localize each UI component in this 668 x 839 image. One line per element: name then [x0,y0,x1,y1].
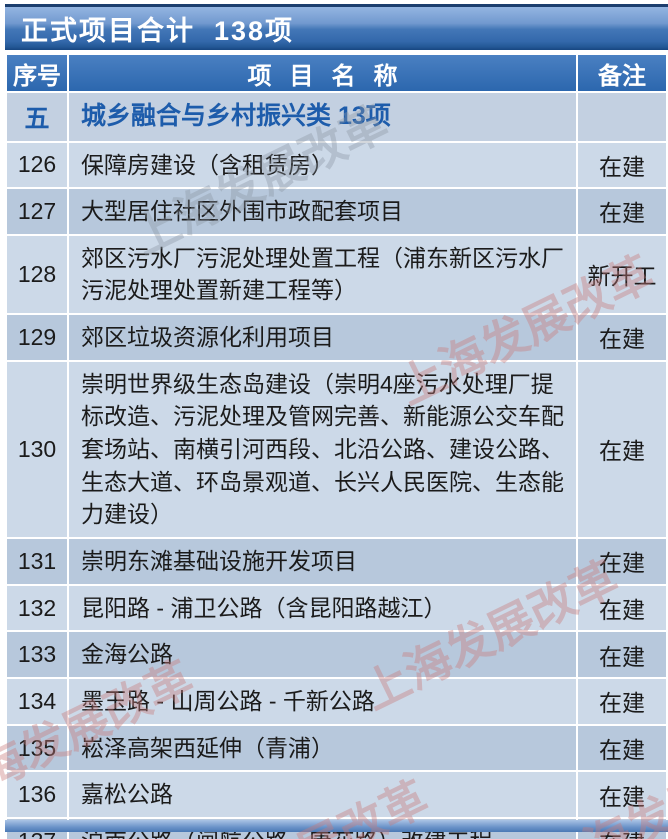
row-no: 136 [5,770,69,819]
remark: 新开工 [576,233,668,316]
table-row: 136 嘉松公路 在建 [5,770,668,819]
table-row: 134 墨玉路 - 山周公路 - 千新公路 在建 [5,677,668,726]
project-name: 嘉松公路 [67,770,578,819]
project-name: 郊区污水厂污泥处理处置工程（浦东新区污水厂污泥处理处置新建工程等） [67,233,578,316]
next-section-bar [5,820,668,832]
remark: 在建 [576,677,668,726]
remark: 在建 [576,723,668,773]
remark: 在建 [576,630,668,680]
section-title: 城乡融合与乡村振兴类 13项 [67,91,578,143]
section-no: 五 [5,91,69,143]
project-name: 金海公路 [67,630,578,680]
remark: 在建 [576,359,668,540]
project-name: 昆阳路 - 浦卫公路（含昆阳路越江） [67,583,578,633]
project-name: 墨玉路 - 山周公路 - 千新公路 [67,677,578,726]
table-row: 133 金海公路 在建 [5,630,668,680]
table-row: 132 昆阳路 - 浦卫公路（含昆阳路越江） 在建 [5,583,668,633]
table-row: 127 大型居住社区外围市政配套项目 在建 [5,187,668,236]
table-row: 135 崧泽高架西延伸（青浦） 在建 [5,723,668,773]
remark: 在建 [576,140,668,190]
row-no: 134 [5,677,69,726]
row-no: 135 [5,723,69,773]
row-no: 131 [5,537,69,586]
col-header-remark: 备注 [576,53,668,93]
project-name: 崇明世界级生态岛建设（崇明4座污水处理厂提标改造、污泥处理及管网完善、新能源公交… [67,359,578,540]
row-no: 127 [5,187,69,236]
header-row: 序号 项目名称 备注 [5,53,668,93]
remark: 在建 [576,583,668,633]
row-no: 129 [5,313,69,362]
table-title: 正式项目合计 138项 [5,4,668,50]
table-row: 128 郊区污水厂污泥处理处置工程（浦东新区污水厂污泥处理处置新建工程等） 新开… [5,233,668,316]
remark: 在建 [576,313,668,362]
projects-table: 序号 项目名称 备注 五 城乡融合与乡村振兴类 13项 126 保障房建设（含租… [5,53,668,839]
table-row: 130 崇明世界级生态岛建设（崇明4座污水处理厂提标改造、污泥处理及管网完善、新… [5,359,668,540]
section-row: 五 城乡融合与乡村振兴类 13项 [5,91,668,143]
remark: 在建 [576,770,668,819]
table-row: 126 保障房建设（含租赁房） 在建 [5,140,668,190]
section-remark [576,91,668,143]
remark: 在建 [576,187,668,236]
project-name: 郊区垃圾资源化利用项目 [67,313,578,362]
row-no: 126 [5,140,69,190]
row-no: 133 [5,630,69,680]
row-no: 132 [5,583,69,633]
row-no: 130 [5,359,69,540]
remark: 在建 [576,537,668,586]
row-no: 128 [5,233,69,316]
col-header-no: 序号 [5,53,69,93]
project-name: 崇明东滩基础设施开发项目 [67,537,578,586]
table-row: 131 崇明东滩基础设施开发项目 在建 [5,537,668,586]
project-name: 保障房建设（含租赁房） [67,140,578,190]
project-name: 大型居住社区外围市政配套项目 [67,187,578,236]
col-header-name: 项目名称 [67,53,578,93]
table-row: 129 郊区垃圾资源化利用项目 在建 [5,313,668,362]
project-name: 崧泽高架西延伸（青浦） [67,723,578,773]
